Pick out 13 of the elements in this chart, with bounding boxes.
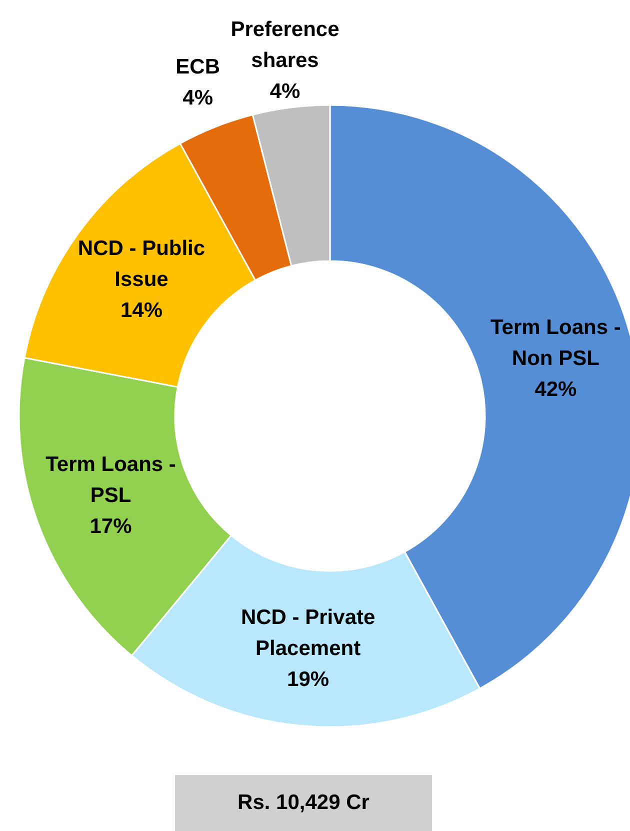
data-label: 4% [270, 79, 301, 102]
slice-label: ECB [176, 55, 220, 78]
data-label: 4% [182, 86, 214, 110]
slice-label: Term Loans - PSL [46, 452, 176, 506]
slice-label: NCD - Public Issue [78, 236, 206, 291]
data-label: 42% [534, 378, 578, 401]
slice-label: Preference shares [230, 17, 340, 72]
data-label: 17% [90, 514, 132, 538]
slice-label: Term Loans - Non PSL [490, 316, 621, 370]
data-label: 19% [287, 667, 330, 690]
text: Rs. 10,429 Cr [175, 775, 432, 831]
data-label: 14% [120, 298, 163, 322]
slice-label: NCD - Private Placement [240, 605, 376, 660]
